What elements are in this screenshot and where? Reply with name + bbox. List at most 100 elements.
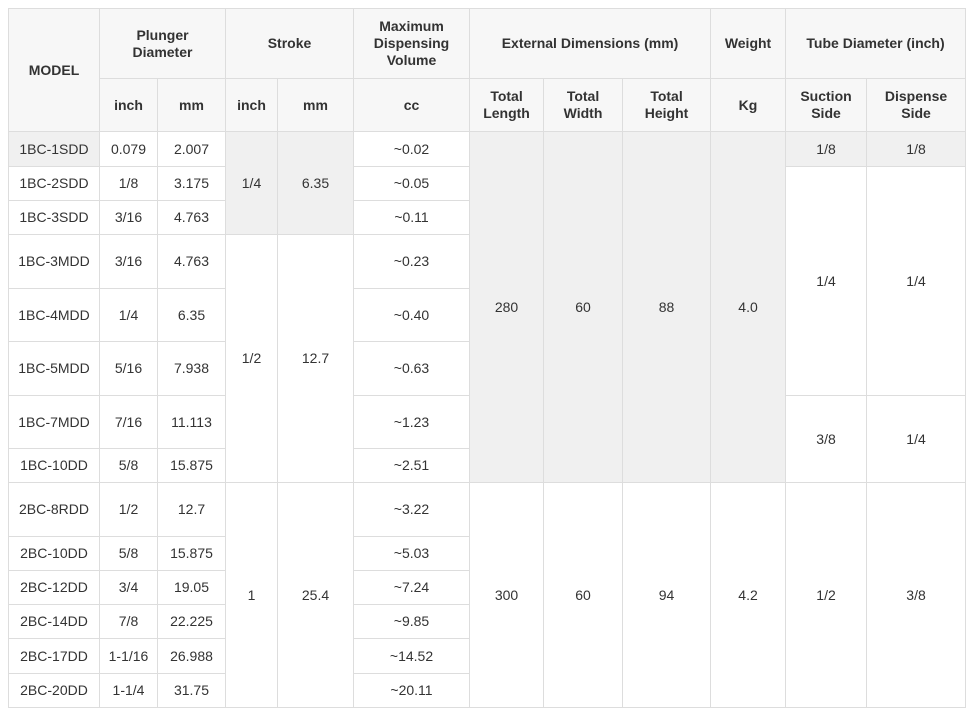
cell: 1BC-5MDD xyxy=(8,341,100,396)
header-cell: MODEL xyxy=(8,8,100,132)
cell: 26.988 xyxy=(157,638,226,674)
cell: ~0.11 xyxy=(353,200,471,235)
cell: 1/8 xyxy=(99,166,158,201)
cell: 5/16 xyxy=(99,341,158,396)
cell: ~14.52 xyxy=(353,638,471,674)
cell: 3/16 xyxy=(99,200,158,235)
header-cell: Total Height xyxy=(622,78,712,132)
cell: ~2.51 xyxy=(353,448,471,483)
cell: 2BC-10DD xyxy=(8,536,100,571)
cell: ~20.11 xyxy=(353,673,471,708)
cell: 2BC-20DD xyxy=(8,673,100,708)
cell: 2BC-8RDD xyxy=(8,482,100,537)
header-cell: inch xyxy=(225,78,278,132)
cell: ~1.23 xyxy=(353,395,471,449)
header-cell: cc xyxy=(353,78,471,132)
cell: 1BC-10DD xyxy=(8,448,100,483)
cell: 22.225 xyxy=(157,604,226,639)
row: 2BC-14DD 7/8 22.225 ~9.85 xyxy=(8,604,966,639)
cell: 280 xyxy=(469,131,545,483)
cell: 6.35 xyxy=(276,131,355,235)
row: 1BC-2SDD 1/8 3.175 ~0.05 1/4 1/4 xyxy=(8,166,967,396)
cell: 1-1/16 xyxy=(99,638,158,674)
cell: 1/8 xyxy=(866,131,967,167)
cell: 1/4 xyxy=(866,166,967,396)
cell: 2BC-17DD xyxy=(8,638,100,674)
cell: 1-1/4 xyxy=(99,673,158,708)
cell: 19.05 xyxy=(157,570,226,605)
row: 2BC-17DD 1-1/16 26.988 ~14.52 xyxy=(8,638,966,674)
cell: 0.079 xyxy=(99,131,158,167)
header-cell: Total Width xyxy=(543,78,624,132)
row: 1BC-1SDD 0.079 2.007 1/4 6.35 ~0.02 280 60 88 4.0… xyxy=(8,131,967,483)
header-cell: mm xyxy=(157,78,226,132)
header-cell: mm xyxy=(276,78,355,132)
header-cell: Suction Side xyxy=(785,78,868,132)
cell: 1/2 xyxy=(99,482,158,537)
cell: 6.35 xyxy=(157,288,226,342)
cell: 1/4 xyxy=(99,288,158,342)
header-cell: Total Length xyxy=(469,78,545,132)
header-cell: Dispense Side xyxy=(866,78,967,132)
cell: 3/8 xyxy=(785,395,868,483)
cell: 12.7 xyxy=(157,482,226,537)
row: 1BC-5MDD 5/16 7.938 ~0.63 xyxy=(8,341,966,396)
cell: 1/8 xyxy=(785,131,868,167)
row: 2BC-8RDD 1/2 12.7 1 25.4 ~3.22 300 60 94 4.2 1/2 3/… xyxy=(8,482,967,708)
cell: ~5.03 xyxy=(353,536,471,571)
cell: 1 xyxy=(225,482,278,708)
cell: 1/2 xyxy=(225,234,278,483)
cell: ~0.40 xyxy=(353,288,471,342)
cell: ~0.05 xyxy=(353,166,471,201)
cell: ~7.24 xyxy=(353,570,471,605)
header-cell: inch xyxy=(99,78,158,132)
cell: 4.763 xyxy=(157,200,226,235)
cell: 2BC-14DD xyxy=(8,604,100,639)
cell: 1BC-3SDD xyxy=(8,200,100,235)
header-cell: Kg xyxy=(710,78,787,132)
cell: 1BC-1SDD xyxy=(8,131,100,167)
cell: 5/8 xyxy=(99,536,158,571)
cell: 2BC-12DD xyxy=(8,570,100,605)
cell: 7/16 xyxy=(99,395,158,449)
cell: 94 xyxy=(622,482,712,708)
header-cell: Plunger Diameter xyxy=(99,8,226,79)
row: 2BC-20DD 1-1/4 31.75 ~20.11 xyxy=(8,673,966,708)
cell: ~0.63 xyxy=(353,341,471,396)
cell: 7.938 xyxy=(157,341,226,396)
cell: 1BC-2SDD xyxy=(8,166,100,201)
cell: 11.113 xyxy=(157,395,226,449)
cell: 12.7 xyxy=(276,234,355,483)
cell: 25.4 xyxy=(276,482,355,708)
row: 1BC-3SDD 3/16 4.763 ~0.11 xyxy=(8,200,966,235)
cell: 1/4 xyxy=(785,166,868,396)
row: 1BC-4MDD 1/4 6.35 ~0.40 xyxy=(8,288,966,342)
cell: 15.875 xyxy=(157,536,226,571)
row: 1BC-10DD 5/8 15.875 ~2.51 xyxy=(8,448,966,483)
cell: 1BC-7MDD xyxy=(8,395,100,449)
header-cell: Stroke xyxy=(224,8,355,79)
cell: 3/16 xyxy=(99,234,158,289)
cell: 3.175 xyxy=(157,166,226,201)
cell: 15.875 xyxy=(157,448,226,483)
cell: 1/4 xyxy=(866,395,967,483)
cell: 1BC-3MDD xyxy=(8,234,100,289)
cell: 60 xyxy=(543,131,624,483)
cell: 60 xyxy=(543,482,624,708)
cell: 1/4 xyxy=(225,131,278,235)
cell: 1/2 xyxy=(785,482,868,708)
cell: ~9.85 xyxy=(353,604,471,639)
cell: 3/8 xyxy=(866,482,967,708)
cell: 2.007 xyxy=(157,131,226,167)
cell: 4.2 xyxy=(710,482,787,708)
header-cell: External Dimensions (mm) xyxy=(469,8,712,79)
cell: ~0.02 xyxy=(353,131,471,167)
spec-table: MODEL Plunger Diameter Stroke Maximum Di… xyxy=(8,8,967,708)
cell: 31.75 xyxy=(157,673,226,708)
row: 1BC-7MDD 7/16 11.113 ~1.23 3/8 1/4 xyxy=(8,395,967,483)
row: 1BC-3MDD 3/16 4.763 1/2 12.7 ~0.23 xyxy=(8,234,966,483)
cell: ~3.22 xyxy=(353,482,471,537)
cell: 3/4 xyxy=(99,570,158,605)
cell: 7/8 xyxy=(99,604,158,639)
